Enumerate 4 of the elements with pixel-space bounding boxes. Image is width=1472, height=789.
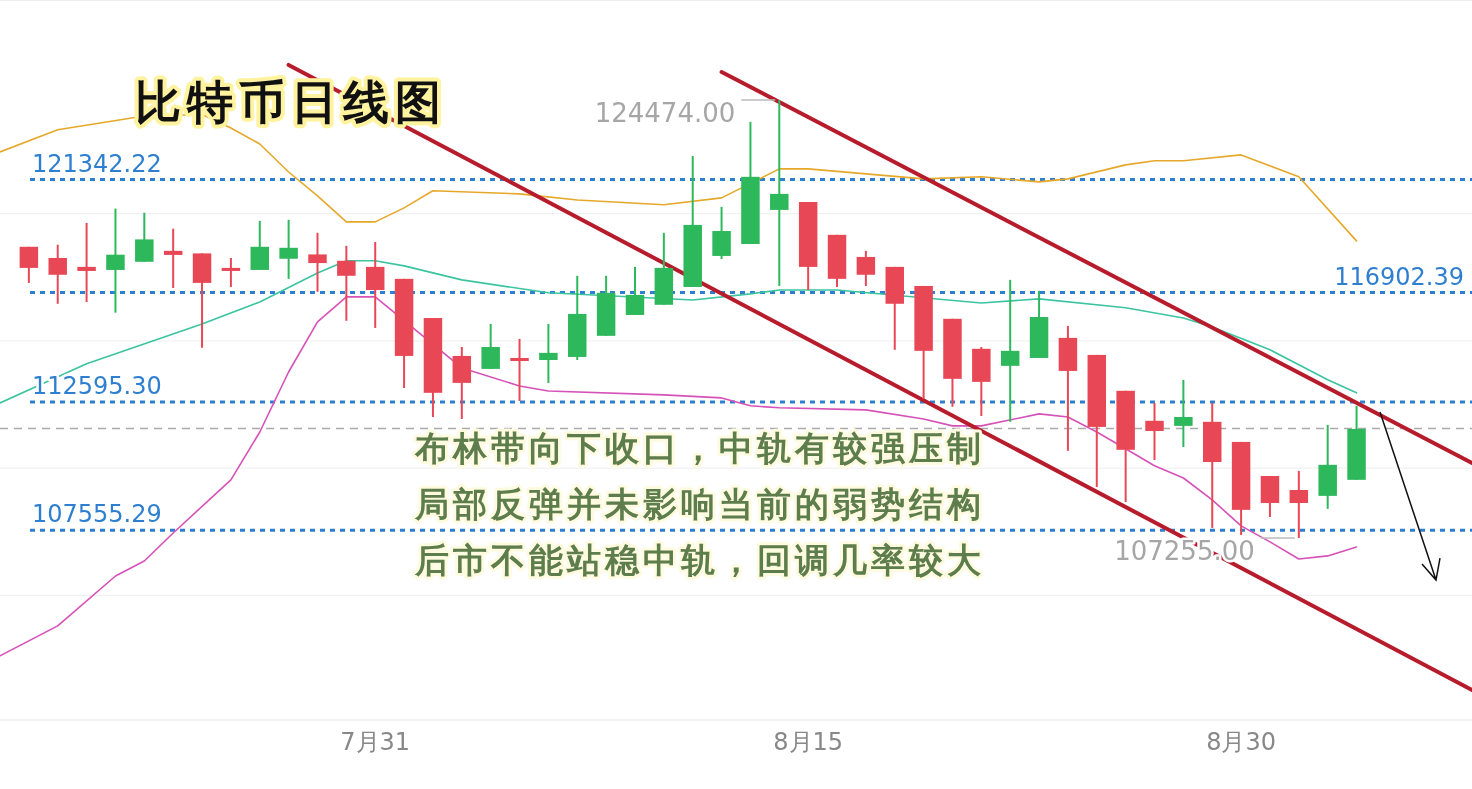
annotation: 124474.00 [594,97,736,128]
x-tick-label: 8月15 [773,728,844,756]
x-tick-label: 8月30 [1206,728,1276,756]
x-tick-label: 7月31 [340,728,411,756]
